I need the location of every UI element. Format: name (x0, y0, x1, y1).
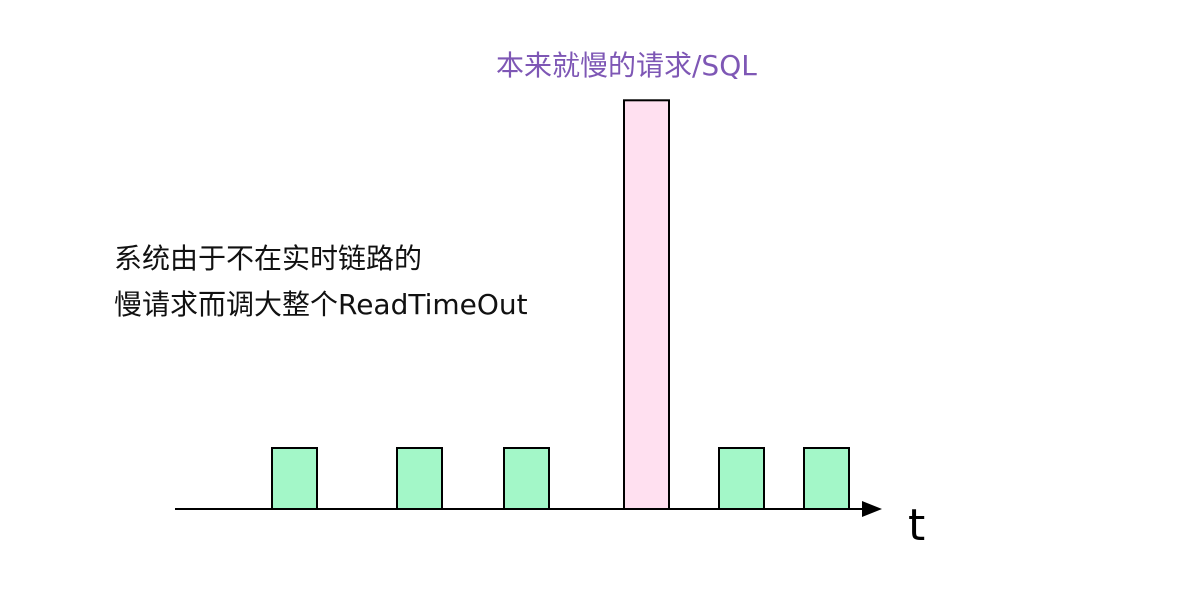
request-bars (271, 99, 850, 511)
slow-request-label: 本来就慢的请求/SQL (496, 49, 757, 82)
normal-request-bar-3 (503, 447, 550, 510)
normal-request-bar-1 (271, 447, 318, 510)
annotation-line-2: 慢请求而调大整个ReadTimeOut (114, 288, 528, 321)
normal-request-bar-5 (718, 447, 765, 510)
time-axis-arrowhead (862, 501, 882, 517)
normal-request-bar-2 (396, 447, 443, 510)
slow-request-bar (623, 99, 670, 511)
readtimeout-annotation: 系统由于不在实时链路的 慢请求而调大整个ReadTimeOut (114, 236, 528, 328)
time-axis-label: t (908, 500, 926, 551)
annotation-line-1: 系统由于不在实时链路的 (114, 242, 423, 275)
normal-request-bar-6 (803, 447, 850, 510)
